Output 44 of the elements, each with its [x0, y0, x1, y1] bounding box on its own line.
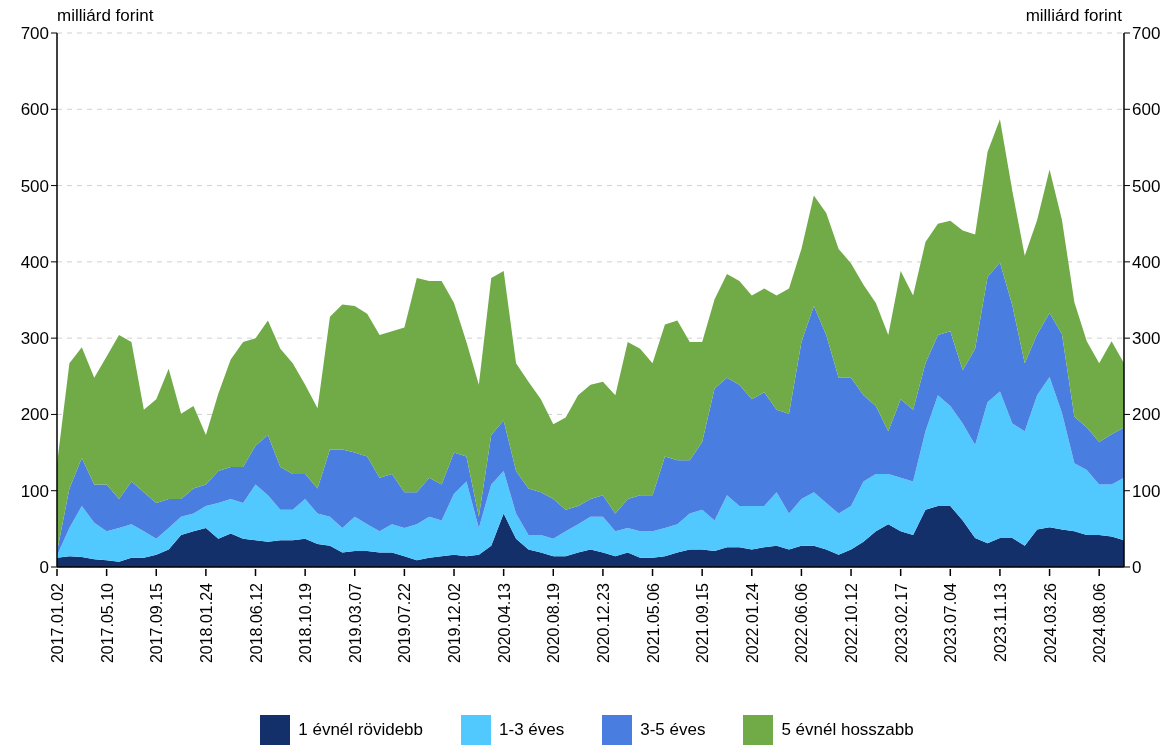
y2-tick-label: 200: [1132, 405, 1161, 425]
x-tick-label: 2021.05.06: [644, 582, 662, 664]
y2-tick-label: 0: [1132, 558, 1142, 578]
y-tick-label: 400: [20, 252, 49, 272]
y2-axis-title: milliárd forint: [1025, 6, 1122, 26]
y-tick-label: 700: [20, 24, 49, 44]
y2-tick-label: 300: [1132, 329, 1161, 349]
x-tick-label: 2017.09.15: [148, 582, 166, 664]
x-tick-label: 2024.03.26: [1041, 582, 1059, 664]
x-tick-label: 2017.05.10: [98, 582, 116, 664]
x-tick-label: 2018.06.12: [247, 582, 265, 664]
legend-label: 5 évnél hosszabb: [781, 720, 914, 740]
legend-label: 3-5 éves: [640, 720, 706, 740]
legend-label: 1 évnél rövidebb: [298, 720, 424, 740]
x-tick-label: 2020.04.13: [495, 582, 513, 664]
y-tick-label: 600: [20, 100, 49, 120]
x-tick-label: 2024.08.06: [1091, 582, 1109, 664]
y2-tick-label: 500: [1132, 176, 1161, 196]
x-tick-label: 2021.09.15: [694, 582, 712, 664]
x-tick-label: 2023.02.17: [892, 582, 910, 664]
x-tick-label: 2018.10.19: [297, 582, 315, 664]
x-tick-label: 2019.03.07: [346, 582, 364, 664]
y2-tick-label: 700: [1132, 24, 1161, 44]
y-tick-label: 200: [20, 405, 49, 425]
y-tick-label: 0: [39, 558, 49, 578]
y-tick-label: 100: [20, 481, 49, 501]
x-tick-label: 2022.01.24: [743, 582, 761, 664]
x-tick-label: 2020.12.23: [594, 582, 612, 664]
x-tick-label: 2019.12.02: [446, 582, 464, 664]
x-tick-label: 2018.01.24: [197, 582, 215, 664]
x-tick-label: 2022.10.12: [843, 582, 861, 664]
y2-tick-label: 600: [1132, 100, 1161, 120]
x-tick-label: 2022.06.06: [793, 582, 811, 664]
y2-tick-label: 400: [1132, 252, 1161, 272]
x-tick-label: 2019.07.22: [396, 582, 414, 664]
x-tick-label: 2020.08.19: [545, 582, 563, 664]
y-tick-label: 500: [20, 176, 49, 196]
y-tick-label: 300: [20, 329, 49, 349]
y-axis-title: milliárd forint: [57, 6, 154, 26]
y2-tick-label: 100: [1132, 481, 1161, 501]
x-tick-label: 2023.11.13: [991, 582, 1009, 662]
legend-label: 1-3 éves: [499, 720, 565, 740]
x-tick-label: 2023.07.04: [942, 582, 960, 664]
x-tick-label: 2017.01.02: [49, 582, 66, 664]
